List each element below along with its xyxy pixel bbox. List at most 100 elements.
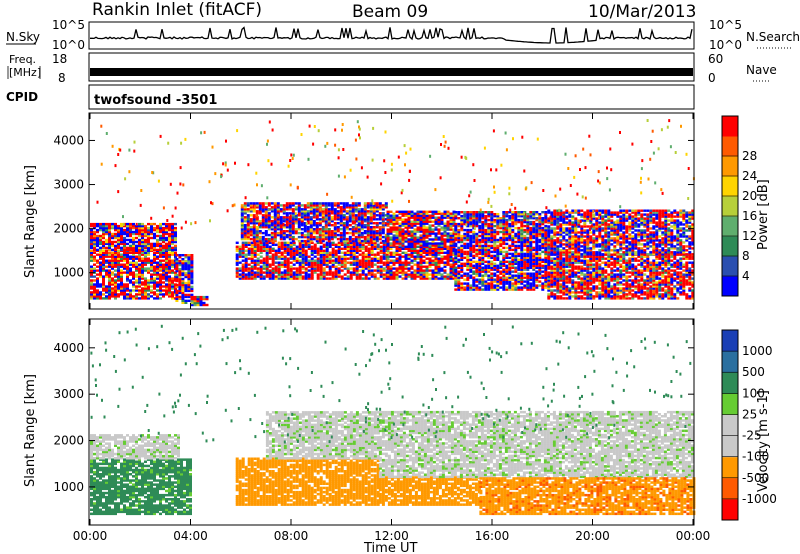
heatmap-cell <box>505 256 509 259</box>
heatmap-cell <box>175 261 179 265</box>
heatmap-cell <box>265 261 269 264</box>
heatmap-cell <box>330 204 334 207</box>
heatmap-cell <box>404 273 408 276</box>
heatmap-cell <box>535 246 539 250</box>
heatmap-cell <box>449 234 453 237</box>
heatmap-cell <box>505 226 509 230</box>
heatmap-cell <box>238 275 242 278</box>
heatmap-cell <box>419 236 423 239</box>
heatmap-cell <box>446 220 450 223</box>
heatmap-cell <box>339 224 343 227</box>
heatmap-cell <box>327 214 331 217</box>
heatmap-cell <box>268 273 272 276</box>
heatmap-cell <box>419 210 423 213</box>
heatmap-cell <box>153 267 156 270</box>
heatmap-cell <box>315 228 319 231</box>
heatmap-cell <box>487 226 491 230</box>
heatmap-cell <box>279 220 283 223</box>
heatmap-cell <box>484 236 488 240</box>
heatmap-cell <box>449 240 453 243</box>
heatmap-cell <box>108 251 111 254</box>
heatmap-cell <box>333 212 337 215</box>
heatmap-cell <box>253 277 257 280</box>
heatmap-cell <box>247 275 251 278</box>
heatmap-cell <box>117 259 120 262</box>
heatmap-cell <box>165 236 168 240</box>
heatmap-cell <box>565 265 569 268</box>
heatmap-cell <box>244 265 248 268</box>
heatmap-cell <box>538 230 542 234</box>
heatmap-cell <box>460 274 464 277</box>
heatmap-cell <box>401 271 405 274</box>
heatmap-cell <box>559 253 563 256</box>
heatmap-cell <box>271 271 275 274</box>
heatmap-cell <box>446 251 450 254</box>
heatmap-cell <box>123 271 126 274</box>
heatmap-cell <box>357 202 361 205</box>
heatmap-cell <box>382 251 386 254</box>
heatmap-cell <box>276 204 280 207</box>
heatmap-cell <box>379 241 383 244</box>
heatmap-cell <box>181 297 185 300</box>
heatmap-cell <box>288 235 292 239</box>
heatmap-cell <box>147 281 150 284</box>
heatmap-cell <box>463 218 467 222</box>
heatmap-cell <box>300 239 304 243</box>
heatmap-cell <box>144 283 147 286</box>
heatmap-cell <box>431 220 435 223</box>
heatmap-cell <box>123 259 126 262</box>
heatmap-cell <box>610 275 614 278</box>
heatmap-cell <box>490 213 494 216</box>
heatmap-cell <box>490 266 494 269</box>
heatmap-cell <box>117 257 120 260</box>
heatmap-cell <box>187 287 191 291</box>
heatmap-cell <box>289 253 293 256</box>
heatmap-cell <box>425 214 429 217</box>
heatmap-cell <box>514 256 518 259</box>
heatmap-cell <box>529 226 533 230</box>
heatmap-cell <box>425 247 429 250</box>
heatmap-cell <box>273 235 277 239</box>
heatmap-cell <box>505 270 509 273</box>
heatmap-cell <box>283 255 287 258</box>
heatmap-cell <box>156 251 159 254</box>
heatmap-cell <box>348 206 352 209</box>
heatmap-cell <box>469 284 473 287</box>
heatmap-cell <box>410 255 414 258</box>
heatmap-cell <box>425 245 429 248</box>
heatmap-cell <box>304 245 308 248</box>
heatmap-cell <box>184 263 188 267</box>
heatmap-cell <box>355 255 359 258</box>
heatmap-cell <box>463 238 467 242</box>
heatmap-cell <box>99 297 102 300</box>
heatmap-cell <box>102 230 105 234</box>
heatmap-cell <box>523 256 527 259</box>
heatmap-cell <box>141 242 144 246</box>
heatmap-cell <box>96 238 99 242</box>
heatmap-cell <box>244 241 248 244</box>
heatmap-cell <box>454 230 458 234</box>
heatmap-cell <box>511 256 515 259</box>
heatmap-cell <box>478 262 482 265</box>
heatmap-cell <box>508 274 512 277</box>
heatmap-cell <box>319 251 323 254</box>
heatmap-cell <box>96 281 99 284</box>
heatmap-cell <box>457 258 461 261</box>
heatmap-cell <box>99 224 102 228</box>
heatmap-cell <box>132 275 135 278</box>
heatmap-cell <box>153 257 156 260</box>
heatmap-cell <box>276 233 280 237</box>
heatmap-cell <box>484 215 488 218</box>
heatmap-cell <box>108 291 111 294</box>
heatmap-cell <box>334 245 338 248</box>
heatmap-cell <box>240 220 244 223</box>
heatmap-cell <box>452 265 456 268</box>
heatmap-cell <box>416 251 420 254</box>
heatmap-cell <box>105 295 108 298</box>
heatmap-cell <box>325 261 329 264</box>
heatmap-cell <box>147 261 150 264</box>
heatmap-cell <box>413 245 417 248</box>
heatmap-cell <box>184 261 188 265</box>
heatmap-cell <box>268 271 272 274</box>
heatmap-cell <box>481 250 485 254</box>
